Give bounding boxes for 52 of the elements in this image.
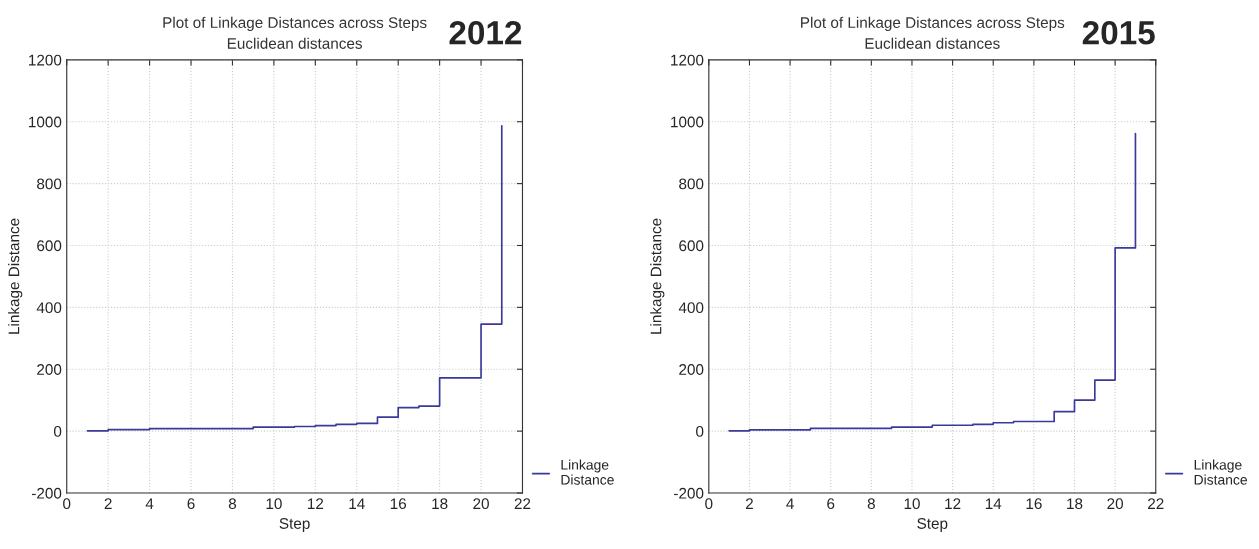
x-tick-label: 4	[145, 498, 154, 509]
legend-label: Linkage Distance	[1194, 459, 1247, 485]
y-tick-label: 400	[678, 302, 704, 314]
y-tick-label: 200	[37, 364, 62, 375]
x-tick-label: 6	[827, 498, 835, 510]
y-tick-label: 1200	[671, 54, 704, 66]
y-tick-label: -200	[674, 487, 704, 499]
x-tick-label: 0	[705, 498, 713, 510]
x-tick-label: 20	[473, 498, 489, 510]
x-tick-label: 10	[266, 498, 282, 510]
x-tick-label: 14	[349, 498, 365, 509]
x-axis-title: Step	[917, 518, 948, 532]
y-tick-label: 200	[679, 364, 704, 375]
x-tick-label: 12	[307, 498, 324, 509]
y-axis-title: Linkage Distance	[650, 218, 665, 334]
x-tick-label: 0	[63, 498, 71, 510]
chart-subtitle: Euclidean distances	[227, 37, 362, 49]
y-tick-label: 0	[53, 425, 62, 437]
text: 2015	[1082, 20, 1155, 45]
chart-subtitle: Euclidean distances	[865, 37, 1000, 49]
y-axis-title: Linkage Distance	[8, 218, 23, 334]
x-tick-label: 16	[390, 498, 407, 510]
y-tick-label: 600	[37, 240, 62, 252]
x-tick-label: 4	[786, 498, 794, 509]
x-tick-label: 12	[945, 498, 961, 509]
x-tick-label: 2	[104, 498, 112, 509]
y-tick-label: -200	[31, 487, 62, 499]
y-tick-label: 400	[36, 302, 62, 314]
y-tick-label: 0	[696, 425, 704, 437]
y-tick-label: 800	[679, 178, 704, 190]
text: 2012	[449, 20, 522, 45]
chart-title: Plot of Linkage Distances across Steps	[163, 16, 427, 32]
x-tick-label: 18	[432, 498, 448, 510]
x-tick-label: 6	[187, 498, 195, 510]
chart-title: Plot of Linkage Distances across Steps	[801, 16, 1065, 32]
x-tick-label: 10	[904, 498, 920, 510]
x-tick-label: 8	[867, 498, 875, 510]
y-tick-label: 1000	[671, 116, 704, 128]
x-tick-label: 22	[514, 498, 531, 509]
y-tick-label: 1000	[29, 116, 62, 128]
x-tick-label: 22	[1148, 498, 1164, 509]
x-tick-label: 16	[1026, 498, 1042, 510]
y-tick-label: 1200	[29, 54, 62, 66]
x-tick-label: 18	[1067, 498, 1083, 510]
legend-label: Linkage Distance	[561, 459, 614, 485]
x-tick-label: 20	[1107, 498, 1124, 510]
y-tick-label: 800	[37, 178, 62, 190]
x-tick-label: 8	[228, 498, 237, 510]
x-axis-title: Step	[279, 518, 310, 532]
x-tick-label: 14	[985, 498, 1002, 509]
x-tick-label: 2	[745, 498, 753, 509]
y-tick-label: 600	[679, 240, 704, 252]
